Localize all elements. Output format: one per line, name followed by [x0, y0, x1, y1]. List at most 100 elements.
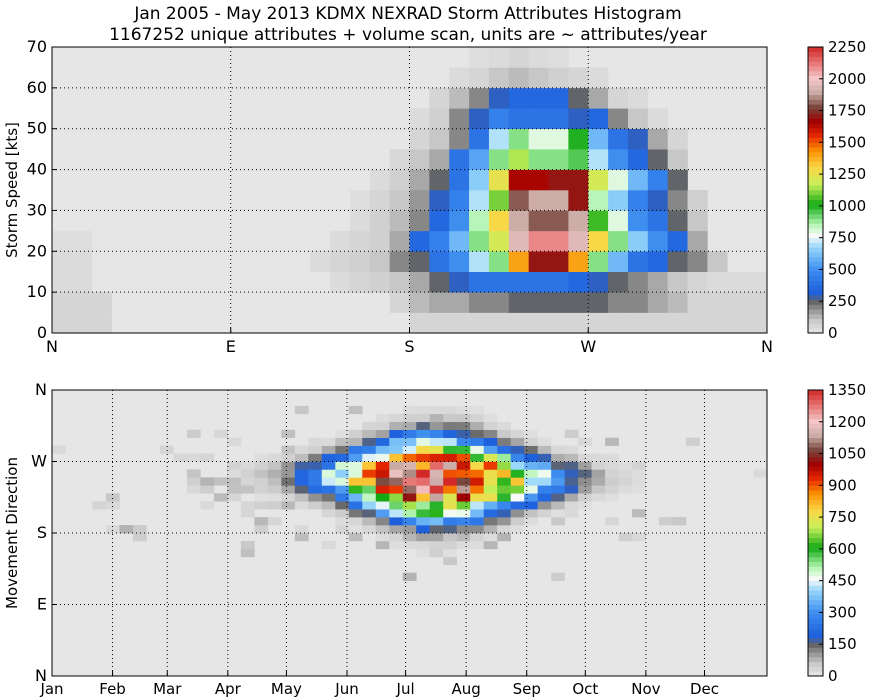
direction-heatmap-cell — [591, 485, 606, 494]
speed-heatmap-cell — [588, 87, 609, 109]
speed-heatmap-cell — [488, 271, 510, 293]
direction-heatmap-cell — [308, 469, 323, 478]
direction-heatmap-cell — [375, 429, 390, 438]
direction-colorbar-segment — [808, 475, 823, 481]
speed-heatmap-cell — [52, 251, 73, 273]
speed-heatmap-cell — [588, 67, 609, 89]
speed-heatmap-cell — [528, 128, 549, 150]
speed-heatmap-cell — [389, 230, 410, 252]
direction-heatmap-cell — [605, 469, 619, 478]
direction-heatmap-cell — [335, 445, 350, 454]
speed-heatmap-cell — [409, 149, 430, 170]
speed-heatmap-cell — [71, 271, 93, 293]
speed-heatmap-cell — [727, 292, 748, 313]
speed-heatmap-cell — [508, 67, 529, 89]
direction-heatmap-cell — [254, 461, 269, 470]
speed-heatmap-cell — [627, 210, 649, 232]
direction-heatmap-cell — [456, 509, 471, 518]
speed-heatmap-cell — [568, 128, 589, 150]
direction-heatmap-cell — [416, 437, 431, 446]
speed-colorbar-segment — [808, 85, 823, 91]
direction-heatmap-cell — [483, 501, 498, 510]
direction-heatmap-cell — [632, 477, 646, 486]
speed-heatmap-cell — [469, 128, 490, 150]
speed-heatmap-cell — [449, 169, 470, 191]
direction-heatmap-cell — [416, 469, 431, 478]
speed-heatmap-cell — [508, 47, 529, 68]
direction-heatmap-cell — [605, 517, 619, 526]
direction-heatmap-cell — [443, 485, 458, 494]
direction-heatmap-cell — [497, 421, 511, 431]
direction-heatmap-cell — [510, 509, 525, 518]
direction-x-tick-label: Feb — [99, 680, 126, 698]
direction-heatmap-cell — [348, 469, 363, 478]
speed-heatmap-cell — [369, 169, 390, 191]
speed-heatmap-cell — [588, 271, 609, 293]
direction-heatmap-cell — [564, 485, 579, 494]
speed-heatmap-cell — [488, 128, 510, 150]
direction-heatmap-cell — [551, 461, 565, 470]
speed-heatmap-cell — [488, 251, 510, 273]
direction-heatmap-cell — [470, 421, 484, 431]
speed-heatmap-cell — [528, 169, 549, 191]
speed-heatmap-cell — [369, 251, 390, 273]
speed-colorbar-segment — [808, 75, 823, 81]
speed-colorbar-segment — [808, 280, 823, 286]
direction-heatmap-cell — [240, 485, 255, 494]
direction-heatmap-cell — [335, 477, 350, 486]
direction-heatmap-cell — [429, 413, 444, 423]
direction-heatmap-cell — [389, 429, 404, 438]
direction-heatmap-cell — [389, 540, 404, 550]
speed-heatmap-cell — [568, 108, 589, 130]
direction-heatmap-cell — [348, 501, 363, 510]
direction-x-tick-label: Jan — [39, 680, 63, 698]
direction-colorbar-segment — [808, 637, 823, 644]
direction-heatmap-cell — [186, 477, 201, 486]
direction-heatmap-cell — [443, 477, 458, 486]
direction-colorbar-segment — [808, 561, 823, 567]
speed-heatmap-cell — [647, 169, 668, 191]
direction-colorbar-segment — [808, 599, 823, 605]
speed-colorbar-segment — [808, 80, 823, 86]
direction-heatmap-cell — [321, 540, 336, 550]
direction-heatmap-cell — [321, 509, 336, 518]
direction-heatmap-cell — [456, 493, 471, 502]
direction-colorbar-segment — [808, 533, 823, 539]
speed-colorbar-segment — [808, 247, 823, 253]
direction-heatmap-cell — [429, 461, 444, 470]
speed-heatmap-cell — [469, 210, 490, 232]
speed-x-tick-label: N — [46, 337, 58, 356]
direction-colorbar-segment — [808, 466, 823, 472]
speed-heatmap-cell — [548, 271, 569, 293]
speed-heatmap-cell — [508, 190, 529, 211]
direction-heatmap-cell — [362, 485, 377, 494]
speed-colorbar-segment — [808, 128, 823, 134]
speed-heatmap-cell — [548, 47, 569, 68]
direction-heatmap-cell — [564, 477, 579, 486]
direction-heatmap-cell — [294, 405, 309, 415]
direction-heatmap-cell — [443, 429, 458, 438]
speed-heatmap-cell — [469, 149, 490, 170]
direction-colorbar-segment — [808, 642, 823, 648]
direction-heatmap-cell — [402, 413, 417, 423]
direction-heatmap-cell — [119, 525, 134, 534]
speed-colorbar-segment — [808, 213, 823, 219]
direction-heatmap-cell — [416, 421, 431, 431]
direction-heatmap-cell — [483, 461, 498, 470]
direction-y-tick-label: S — [37, 523, 47, 542]
direction-heatmap-cell — [524, 453, 538, 462]
speed-heatmap-cell — [627, 128, 649, 150]
direction-heatmap-cell — [416, 405, 431, 415]
direction-heatmap-cell — [200, 485, 215, 494]
direction-heatmap-cell — [92, 501, 107, 510]
speed-heatmap-cell — [588, 149, 609, 170]
direction-heatmap-cell — [321, 493, 336, 502]
direction-heatmap-cell — [294, 453, 309, 462]
speed-colorbar-segment — [808, 132, 823, 138]
speed-heatmap-cell — [588, 108, 609, 130]
direction-colorbar-segment — [808, 461, 823, 467]
speed-colorbar-segment — [808, 156, 823, 162]
direction-heatmap-cell — [335, 453, 350, 462]
direction-heatmap-cell — [227, 437, 242, 446]
direction-heatmap-cell — [470, 517, 484, 526]
